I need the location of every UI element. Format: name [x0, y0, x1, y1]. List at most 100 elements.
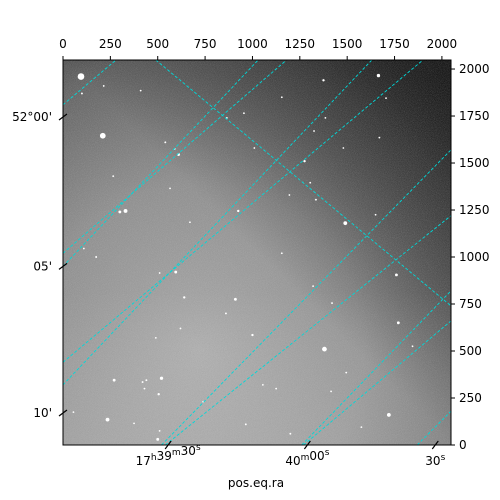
- stars-layer: [72, 73, 414, 441]
- star-34: [174, 270, 178, 274]
- star-63: [158, 430, 161, 432]
- star-46: [411, 345, 414, 348]
- star-37: [183, 296, 186, 299]
- star-39: [312, 285, 314, 288]
- grid-line-2: [63, 60, 424, 363]
- coordinate-grid: [63, 60, 451, 445]
- star-45: [396, 321, 400, 325]
- dec-tick-1: [58, 262, 68, 270]
- star-25: [118, 210, 122, 214]
- star-49: [141, 381, 144, 383]
- star-61: [105, 417, 110, 422]
- right-pixel-axis: 0 250 500 750 1000 1250 1500 1750 2000: [451, 62, 490, 452]
- declination-axis: 52°00' 05' 10': [12, 110, 68, 420]
- right-tick-label-0: 0: [459, 438, 467, 452]
- star-40: [224, 312, 227, 315]
- star-58: [345, 371, 348, 374]
- grid-line-10: [416, 410, 451, 445]
- star-47: [322, 346, 327, 352]
- star-31: [82, 247, 85, 250]
- grid-line-1: [63, 60, 287, 254]
- star-24: [288, 194, 291, 196]
- right-tick-label-7: 1750: [459, 109, 490, 123]
- star-11: [324, 117, 327, 119]
- plot-frame: [62, 59, 452, 446]
- star-42: [154, 336, 157, 339]
- dec-label-2: 10': [33, 406, 52, 420]
- star-10: [313, 130, 315, 132]
- top-tick-label-1: 250: [99, 37, 122, 51]
- ra-label-0: 17h39m30s: [136, 443, 201, 468]
- right-tick-label-4: 1000: [459, 250, 490, 264]
- star-4: [280, 96, 283, 99]
- star-2: [102, 85, 105, 87]
- grid-line-8: [161, 149, 451, 445]
- top-tick-label-2: 500: [146, 37, 169, 51]
- star-20: [112, 175, 115, 178]
- star-44: [251, 333, 254, 337]
- star-16: [253, 147, 256, 149]
- star-52: [159, 376, 164, 380]
- star-65: [244, 423, 247, 426]
- star-9: [243, 112, 245, 115]
- star-50: [145, 379, 148, 382]
- star-17: [303, 159, 306, 163]
- star-28: [237, 209, 240, 213]
- star-38: [233, 297, 237, 301]
- star-43: [179, 327, 182, 330]
- star-30: [374, 213, 377, 216]
- star-56: [275, 387, 278, 390]
- star-35: [280, 252, 283, 255]
- star-27: [189, 221, 191, 224]
- ra-tick-2: [431, 440, 439, 450]
- right-tick-label-8: 2000: [459, 62, 490, 76]
- star-26: [123, 209, 128, 213]
- top-tick-label-5: 1250: [285, 37, 316, 51]
- ra-tick-1: [303, 440, 311, 450]
- top-tick-label-3: 750: [194, 37, 217, 51]
- top-tick-label-0: 0: [59, 37, 67, 51]
- star-23: [314, 198, 317, 201]
- star-64: [133, 422, 135, 425]
- star-3: [139, 89, 142, 92]
- star-36: [395, 273, 398, 277]
- star-53: [157, 393, 160, 396]
- star-12: [99, 132, 106, 139]
- star-55: [261, 383, 264, 386]
- dec-tick-2: [58, 409, 68, 417]
- star-62: [156, 437, 160, 441]
- star-18: [342, 147, 345, 149]
- right-tick-label-2: 500: [459, 344, 482, 358]
- dec-label-0: 52°00': [12, 110, 52, 124]
- grid-line-3: [165, 215, 451, 445]
- top-tick-label-4: 1000: [237, 37, 268, 51]
- right-tick-label-1: 250: [459, 391, 482, 405]
- star-51: [143, 387, 146, 390]
- grid-line-9: [301, 290, 451, 445]
- dec-tick-0: [58, 113, 68, 121]
- star-5: [322, 79, 325, 82]
- right-ascension-axis: 17h39m30s 40m00s 30s: [136, 440, 446, 468]
- star-60: [72, 411, 75, 414]
- right-tick-label-5: 1250: [459, 203, 490, 217]
- star-22: [309, 181, 312, 184]
- sky-image: [63, 60, 451, 445]
- grid-line-0: [63, 60, 117, 106]
- top-pixel-axis: 0 250 500 750 1000 1250 1500 1750 2000: [59, 37, 457, 60]
- star-66: [289, 432, 292, 435]
- star-67: [360, 426, 363, 429]
- top-tick-label-7: 1750: [379, 37, 410, 51]
- star-48: [112, 378, 116, 382]
- grid-line-4: [303, 320, 451, 445]
- star-1: [80, 92, 83, 95]
- star-0: [77, 73, 85, 80]
- star-57: [330, 390, 332, 393]
- star-19: [378, 136, 381, 139]
- right-tick-label-3: 750: [459, 297, 482, 311]
- star-59: [386, 413, 391, 417]
- x-axis-title: pos.eq.ra: [228, 476, 284, 490]
- star-32: [95, 256, 98, 258]
- grid-line-5: [155, 60, 451, 307]
- right-tick-label-6: 1500: [459, 156, 490, 170]
